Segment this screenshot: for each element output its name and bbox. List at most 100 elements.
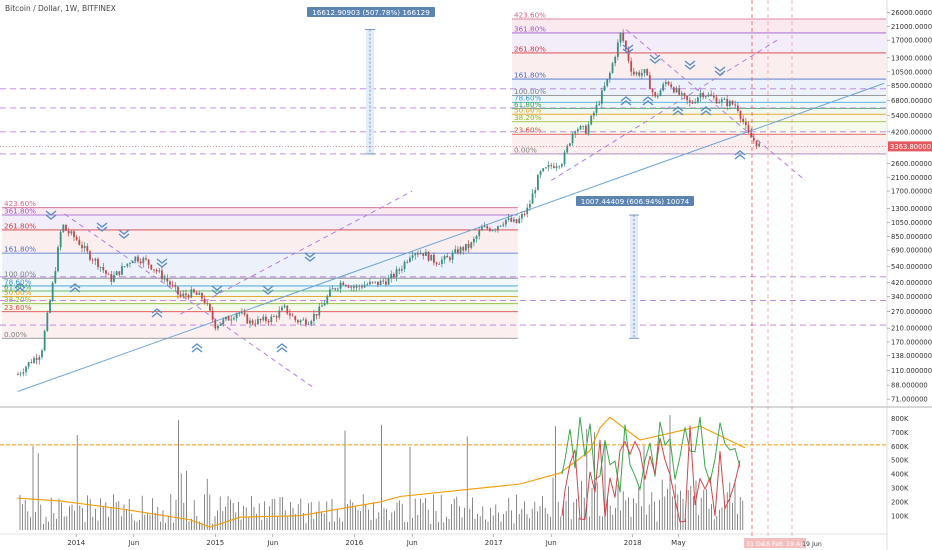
red-oscillator-line [561,425,741,523]
candle-body [299,320,302,323]
candle-body [678,88,681,95]
candle-body [403,261,406,270]
price-tick-label: 690.000000 [891,247,932,255]
volume-tick-label: 400K [891,471,909,479]
chevron-up-icon [14,283,26,293]
chevron-down-icon [156,258,168,268]
price-tick-label: 26000.000000 [891,9,932,17]
candle-body [710,94,713,97]
candle-body [297,320,299,323]
candle-body [251,320,254,324]
candle-body [523,214,526,215]
candle-body [502,224,505,226]
fib-band [2,229,518,254]
candle-body [552,166,555,168]
price-tick-label: 88.000000 [891,382,928,390]
price-tick-label: 13000.000000 [891,54,932,62]
candle-body [145,258,147,260]
time-tick-label: Jun [406,539,418,547]
trend-lines[interactable] [17,29,885,392]
candle-body [651,89,654,93]
candle-body [235,313,238,319]
candle-body [81,244,83,249]
candle-body [70,231,73,234]
candle-body [62,224,65,232]
candle-body [696,97,699,103]
candle-body [123,266,126,267]
candle-body [337,288,339,290]
candle-body [531,193,534,204]
candle-body [574,131,577,134]
candle-body [105,270,107,274]
date-range-bg [744,538,806,548]
fib-label: 50.00% [514,106,542,115]
candle-body [57,247,59,272]
candle-body [675,88,678,93]
candle-body [728,100,731,106]
candle-body [712,96,715,98]
fib-band [512,108,886,115]
candle-body [59,231,62,248]
fib-band [2,285,518,292]
candle-body [115,271,118,276]
candle-body [182,293,185,297]
candle-body [446,255,449,258]
chevron-up-icon [151,308,163,318]
candle-body [587,124,590,134]
candle-body [462,247,465,251]
chevron-down-icon [118,229,130,239]
candle-body [230,319,233,321]
candle-body [510,218,513,222]
candle-body [49,300,51,313]
candle-body [177,286,179,295]
chevron-up-icon [276,343,288,353]
fib-label: 23.60% [4,303,32,312]
candle-body [113,275,115,282]
candle-body [451,252,454,260]
chevron-down-icon [211,285,223,295]
candle-body [243,312,246,315]
candle-body [576,129,579,132]
candle-body [638,72,641,76]
price-tick-label: 540.000000 [891,263,932,271]
candle-body [259,318,262,321]
candle-body [435,262,438,265]
candle-body [659,90,662,96]
date-label: 19 Jun [802,541,822,548]
candle-body [539,171,542,176]
chevron-up-icon [642,96,654,106]
horizontal-lines [0,88,886,326]
candle-body [315,313,318,316]
candle-body [363,285,366,288]
fib-retracement-lower[interactable]: 423.60%361.80% 261.80% 161.80% 100.00%78.60… [2,199,518,339]
candle-body [147,259,150,265]
candle-body [715,97,718,104]
time-tick-label: Jun [266,539,278,547]
volume-tick-label: 100K [891,513,909,521]
candle-body [209,303,211,311]
fib-band [512,121,886,135]
candle-body [478,230,481,237]
candle-body [406,261,409,263]
candle-body [201,292,203,299]
candle-body [409,257,411,262]
candle-body [536,175,539,191]
candle-body [720,99,723,103]
candle-body [648,75,651,90]
candle-body [371,281,374,283]
fib-retracement-upper[interactable]: 423.60% 361.80% 261.80% 161.80% 100.00%78.60… [512,11,886,155]
chevron-up-icon [734,150,746,160]
fib-band [512,102,886,109]
candle-body [512,219,515,222]
candle-body [78,239,81,245]
candle-body [379,280,382,285]
measure-range [366,29,374,154]
candle-body [345,284,347,286]
candle-body [73,231,75,238]
candle-body [86,246,89,252]
candle-body [686,96,689,101]
candle-body [520,214,523,219]
measure-tools[interactable]: 16612.90903 (507.78%) 166129 1007.44409 (… [307,7,694,339]
